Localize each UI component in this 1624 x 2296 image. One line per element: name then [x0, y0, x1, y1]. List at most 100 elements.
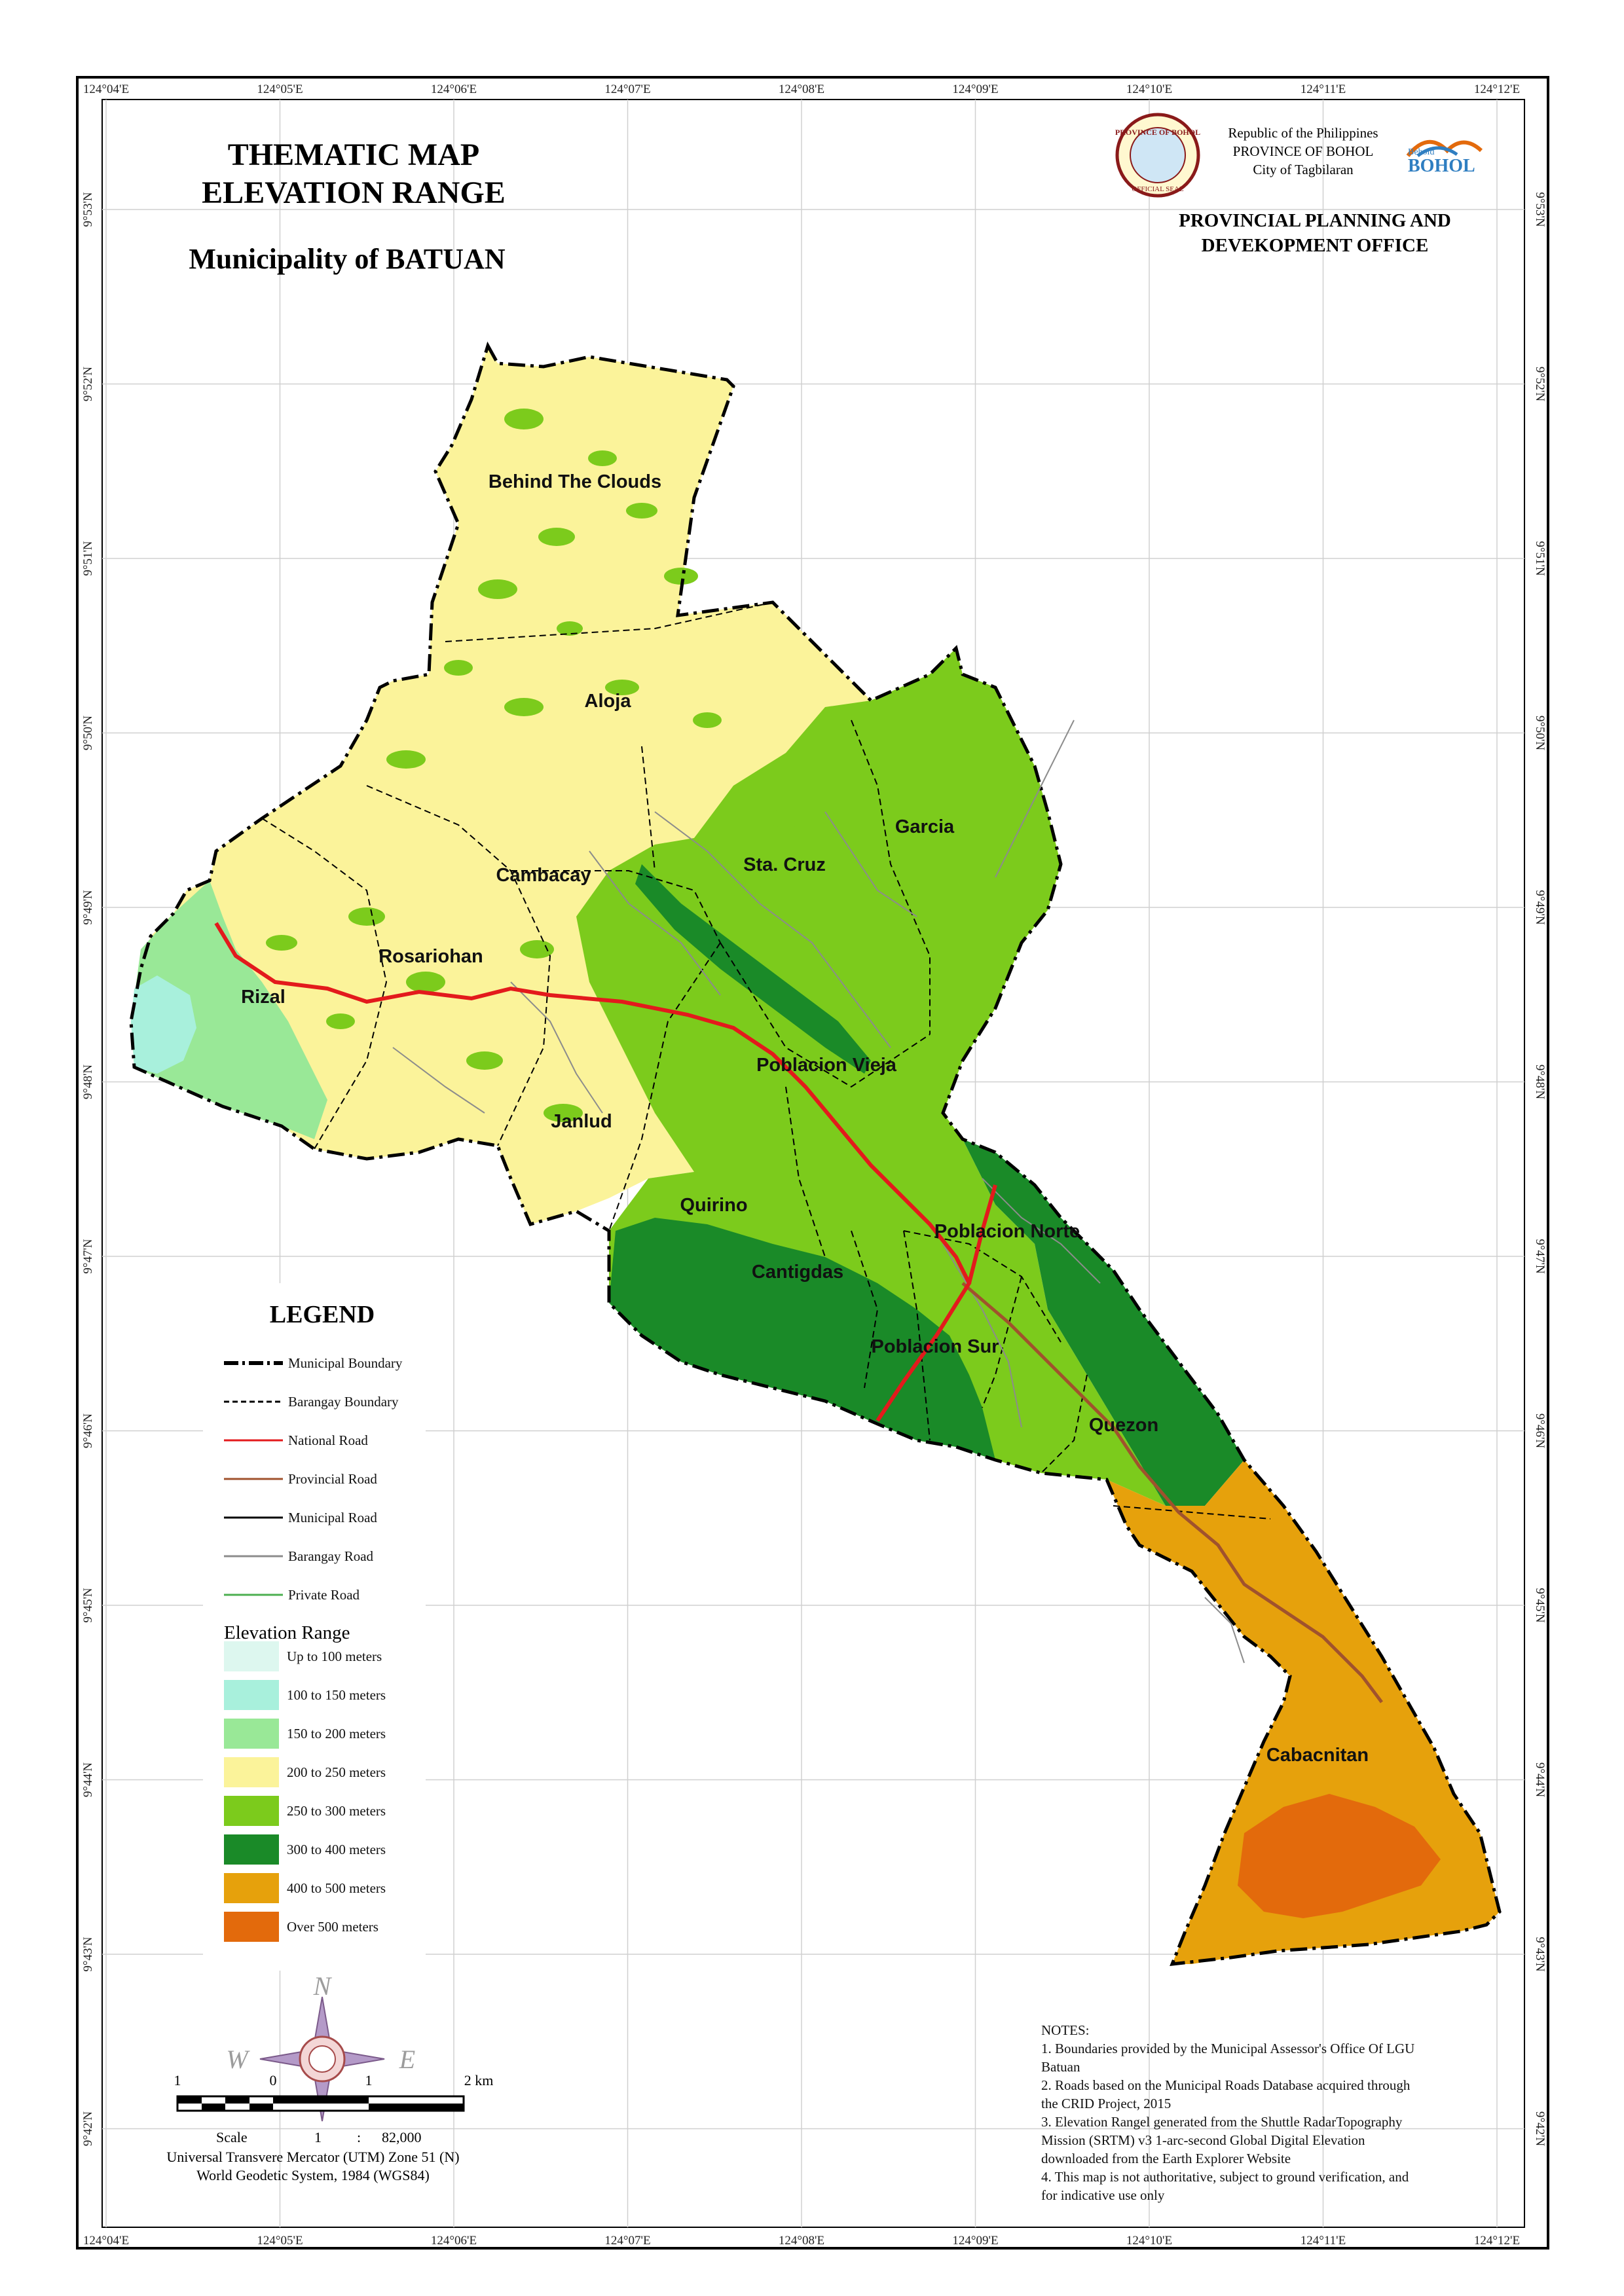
legend-line-label: Private Road	[288, 1587, 360, 1603]
republic-text: Republic of the Philippines	[1228, 125, 1378, 141]
scale-tick-0: 0	[270, 2072, 277, 2088]
north-arrow: N W E	[226, 1971, 415, 2122]
latitude-label-left: 9°49'N	[81, 890, 95, 925]
latitude-label-left: 9°46'N	[81, 1413, 95, 1449]
longitude-label-bottom: 124°11'E	[1301, 2234, 1346, 2248]
latitude-label-right: 9°48'N	[1533, 1065, 1547, 1100]
graticule-labels: 124°04'E 124°04'E 124°05'E 124°05'E 124°06'E…	[81, 82, 1547, 2248]
outer-border	[76, 76, 1549, 2250]
behold-bohol-logo: Behold BOHOL	[1406, 139, 1483, 176]
label-sta-cruz: Sta. Cruz	[743, 854, 826, 875]
longitude-label-bottom: 124°10'E	[1126, 2234, 1172, 2248]
notes-block: NOTES: 1. Boundaries provided by the Mun…	[1041, 2022, 1414, 2203]
notes-title: NOTES:	[1041, 2022, 1090, 2038]
ridge-300-400	[635, 864, 871, 1074]
legend-swatch	[224, 1757, 279, 1787]
note-line: downloaded from the Earth Explorer Websi…	[1041, 2151, 1291, 2166]
legend: LEGEND Municipal Boundary Barangay Bounda…	[203, 1283, 426, 1971]
barangay-roads	[392, 720, 1245, 1664]
national-road	[214, 922, 972, 1422]
legend-swatch	[224, 1719, 279, 1749]
longitude-label-top: 124°05'E	[257, 82, 303, 96]
latitude-label-left: 9°47'N	[81, 1239, 95, 1274]
agency-header: PROVINCE OF BOHOL OFFICIAL SEAL Republic…	[1115, 113, 1483, 256]
scale-bar: 1 0 1 2 km Scale 1 : 82,000 Universal Tr…	[166, 2072, 493, 2183]
zone-300-400	[609, 1218, 995, 1460]
longitude-label-bottom: 124°09'E	[952, 2234, 998, 2248]
legend-line-label: Provincial Road	[288, 1471, 377, 1487]
legend-swatch-label: 400 to 500 meters	[287, 1880, 386, 1896]
note-line: 3. Elevation Rangel generated from the S…	[1041, 2114, 1403, 2130]
label-aloja: Aloja	[585, 691, 632, 712]
note-line: 4. This map is not authoritative, subjec…	[1041, 2169, 1409, 2185]
legend-elevation-items: Up to 100 meters 100 to 150 meters 150 to …	[224, 1641, 386, 1942]
latitude-label-left: 9°42'N	[81, 2111, 95, 2147]
longitude-label-top: 124°06'E	[431, 82, 477, 96]
scale-ratio-b: 82,000	[382, 2129, 422, 2145]
zone-over-500	[1238, 1794, 1441, 1918]
zone-150-200	[131, 881, 327, 1139]
brand-big: BOHOL	[1408, 156, 1475, 176]
province-text: PROVINCE OF BOHOL	[1233, 143, 1374, 159]
latitude-label-right: 9°44'N	[1533, 1762, 1547, 1798]
latitude-label-right: 9°42'N	[1533, 2111, 1547, 2147]
longitude-label-bottom: 124°08'E	[779, 2234, 824, 2248]
longitude-label-top: 124°07'E	[604, 82, 650, 96]
latitude-label-right: 9°47'N	[1533, 1239, 1547, 1274]
label-cambacay: Cambacay	[496, 865, 591, 886]
scale-ratio-a: 1	[314, 2129, 322, 2145]
legend-line-items: Municipal Boundary Barangay Boundary Natio…	[224, 1355, 403, 1603]
brand-small: Behold	[1408, 147, 1434, 157]
label-cantigdas: Cantigdas	[752, 1262, 843, 1283]
legend-swatch	[224, 1912, 279, 1942]
national-road-spur	[967, 1184, 997, 1284]
latitude-label-left: 9°50'N	[81, 716, 95, 751]
note-line: 1. Boundaries provided by the Municipal …	[1041, 2041, 1414, 2056]
scale-tick-2km: 2 km	[464, 2072, 494, 2088]
legend-swatch	[224, 1834, 279, 1865]
longitude-label-bottom: 124°12'E	[1474, 2234, 1520, 2248]
legend-swatch-label: Over 500 meters	[287, 1919, 378, 1935]
legend-swatch-label: 200 to 250 meters	[287, 1764, 386, 1780]
label-behind-the-clouds: Behind The Clouds	[489, 471, 661, 492]
latitude-label-left: 9°43'N	[81, 1937, 95, 1972]
scale-tick-1: 1	[174, 2072, 181, 2088]
seal-text: PROVINCE OF BOHOL	[1115, 128, 1200, 137]
legend-swatch	[224, 1680, 279, 1710]
latitude-label-left: 9°51'N	[81, 541, 95, 576]
longitude-label-bottom: 124°04'E	[83, 2234, 129, 2248]
scale-ratio-sep: :	[357, 2129, 361, 2145]
compass-w: W	[226, 2045, 250, 2074]
longitude-label-bottom: 124°05'E	[257, 2234, 303, 2248]
note-line: for indicative use only	[1041, 2187, 1165, 2203]
latitude-label-left: 9°52'N	[81, 367, 95, 402]
latitude-label-left: 9°44'N	[81, 1762, 95, 1798]
legend-swatch-label: Up to 100 meters	[287, 1649, 382, 1664]
elevation-patches	[266, 409, 906, 1122]
longitude-label-top: 124°12'E	[1474, 82, 1520, 96]
latitude-label-right: 9°45'N	[1533, 1588, 1547, 1623]
legend-line-label: Barangay Road	[288, 1548, 374, 1564]
title-block: THEMATIC MAP ELEVATION RANGE Municipalit…	[189, 137, 505, 275]
scale-label: Scale	[216, 2129, 248, 2145]
zone-300-400-east	[963, 1139, 1244, 1506]
projection-text: Universal Transvere Mercator (UTM) Zone …	[166, 2149, 459, 2165]
label-quirino: Quirino	[680, 1195, 747, 1216]
note-line: 2. Roads based on the Municipal Roads Da…	[1041, 2077, 1411, 2093]
barangay-labels: Behind The Clouds Aloja Cambacay Sta. Cr…	[241, 471, 1369, 1766]
label-garcia: Garcia	[895, 816, 955, 837]
office-line1: PROVINCIAL PLANNING AND	[1179, 210, 1451, 231]
legend-swatch	[224, 1873, 279, 1903]
legend-swatch-label: 300 to 400 meters	[287, 1842, 386, 1857]
latitude-label-right: 9°49'N	[1533, 890, 1547, 925]
label-poblacion-vieja: Poblacion Vieja	[756, 1055, 897, 1076]
longitude-label-top: 124°09'E	[952, 82, 998, 96]
legend-swatch	[224, 1641, 279, 1671]
compass-e: E	[399, 2045, 415, 2074]
roads	[214, 720, 1383, 1704]
map-title-line2: ELEVATION RANGE	[202, 175, 506, 210]
latitude-label-right: 9°53'N	[1533, 192, 1547, 227]
note-line: the CRID Project, 2015	[1041, 2096, 1171, 2111]
scale-tick-1b: 1	[365, 2072, 373, 2088]
